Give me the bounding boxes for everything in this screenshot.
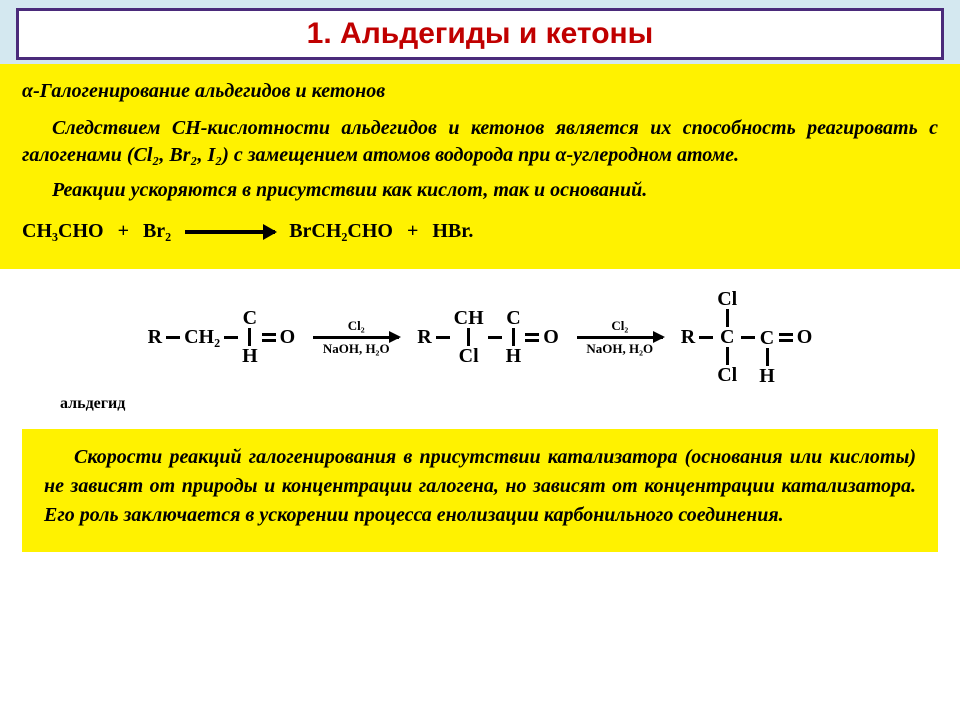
atom-H: H — [504, 346, 524, 366]
intro-paragraph-2: Реакции ускоряются в присутствии как кис… — [22, 177, 938, 204]
atom-CH: CH — [452, 308, 486, 328]
vertical-bond — [766, 348, 769, 366]
atom-R: R — [679, 327, 697, 347]
single-bond — [741, 336, 755, 339]
single-bond — [224, 336, 238, 339]
plus-sign: + — [118, 218, 129, 245]
vertical-bond — [512, 328, 515, 346]
title-band: 1. Альдегиды и кетоны — [0, 0, 960, 64]
atom-C: C — [718, 327, 736, 347]
condition-top: Cl₂ — [348, 318, 365, 334]
vertical-bond — [726, 309, 729, 327]
single-bond — [166, 336, 180, 339]
single-bond — [488, 336, 502, 339]
section-subheading: α-Галогенирование альдегидов и кетонов — [22, 78, 938, 105]
condition-bottom: NaOH, H₂O — [586, 341, 653, 357]
slide: 1. Альдегиды и кетоны α-Галогенирование … — [0, 0, 960, 720]
carbonyl-column: C H — [757, 288, 777, 386]
eq-reagent-1: CH₃CHO — [22, 218, 104, 245]
atom-Cl: Cl — [715, 365, 739, 385]
rate-paragraph: Скорости реакций галогенирования в прису… — [44, 443, 916, 530]
atom-O: O — [541, 327, 561, 347]
atom-H: H — [757, 366, 777, 386]
arrow-icon — [313, 336, 399, 339]
reaction-arrow-2: Cl₂ NaOH, H₂O — [577, 318, 663, 357]
section-halogenation-intro: α-Галогенирование альдегидов и кетонов С… — [0, 64, 960, 269]
molecule-intermediate: R CH Cl C H O — [415, 308, 561, 366]
title-box: 1. Альдегиды и кетоны — [16, 8, 944, 60]
atom-C: C — [758, 328, 776, 348]
atom-CH2: CH₂ — [182, 327, 222, 347]
atom-C: C — [504, 308, 522, 328]
alpha-symbol: α — [22, 80, 33, 102]
arrow-icon — [185, 230, 275, 234]
eq-product-1: BrCH₂CHO — [289, 218, 393, 245]
double-bond — [779, 333, 793, 342]
page-title: 1. Альдегиды и кетоны — [19, 17, 941, 51]
vertical-bond — [248, 328, 251, 346]
molecule-product: R Cl C Cl C H — [679, 287, 815, 387]
eq-product-2: HBr. — [432, 218, 473, 245]
atom-C: C — [241, 308, 259, 328]
condition-bottom: NaOH, H₂O — [323, 341, 390, 357]
reaction-scheme: R CH₂ C H O Cl₂ NaOH, H₂O — [22, 287, 938, 387]
plus-sign: + — [407, 218, 418, 245]
atom-O: O — [795, 327, 815, 347]
vertical-bond — [467, 328, 470, 346]
arrow-icon — [577, 336, 663, 339]
atom-Cl: Cl — [457, 346, 481, 366]
section-rate-note: Скорости реакций галогенирования в прису… — [22, 429, 938, 552]
double-bond — [525, 333, 539, 342]
equation-simple: CH₃CHO + Br₂ BrCH₂CHO + HBr. — [22, 218, 938, 245]
vertical-bond — [726, 347, 729, 365]
molecule-reactant: R CH₂ C H O — [146, 308, 298, 366]
atom-H: H — [240, 346, 260, 366]
subheading-text: -Галогенирование альдегидов и кетонов — [33, 80, 385, 102]
intro-paragraph-1: Следствием CH-кислотности альдегидов и к… — [22, 115, 938, 169]
carbonyl-column: C H — [504, 308, 524, 366]
single-bond — [436, 336, 450, 339]
condition-top: Cl₂ — [611, 318, 628, 334]
reaction-scheme-block: R CH₂ C H O Cl₂ NaOH, H₂O — [0, 269, 960, 568]
atom-R: R — [146, 327, 164, 347]
double-bond — [262, 333, 276, 342]
reaction-arrow-1: Cl₂ NaOH, H₂O — [313, 318, 399, 357]
atom-R: R — [415, 327, 433, 347]
atom-Cl: Cl — [715, 289, 739, 309]
scheme-label-aldehyde: альдегид — [60, 395, 938, 413]
carbonyl-column: C H — [240, 308, 260, 366]
single-bond — [699, 336, 713, 339]
CCl2-column: Cl C Cl — [715, 289, 739, 385]
atom-O: O — [278, 327, 298, 347]
CH-column: CH Cl — [452, 308, 486, 366]
eq-reagent-2: Br₂ — [143, 218, 171, 245]
